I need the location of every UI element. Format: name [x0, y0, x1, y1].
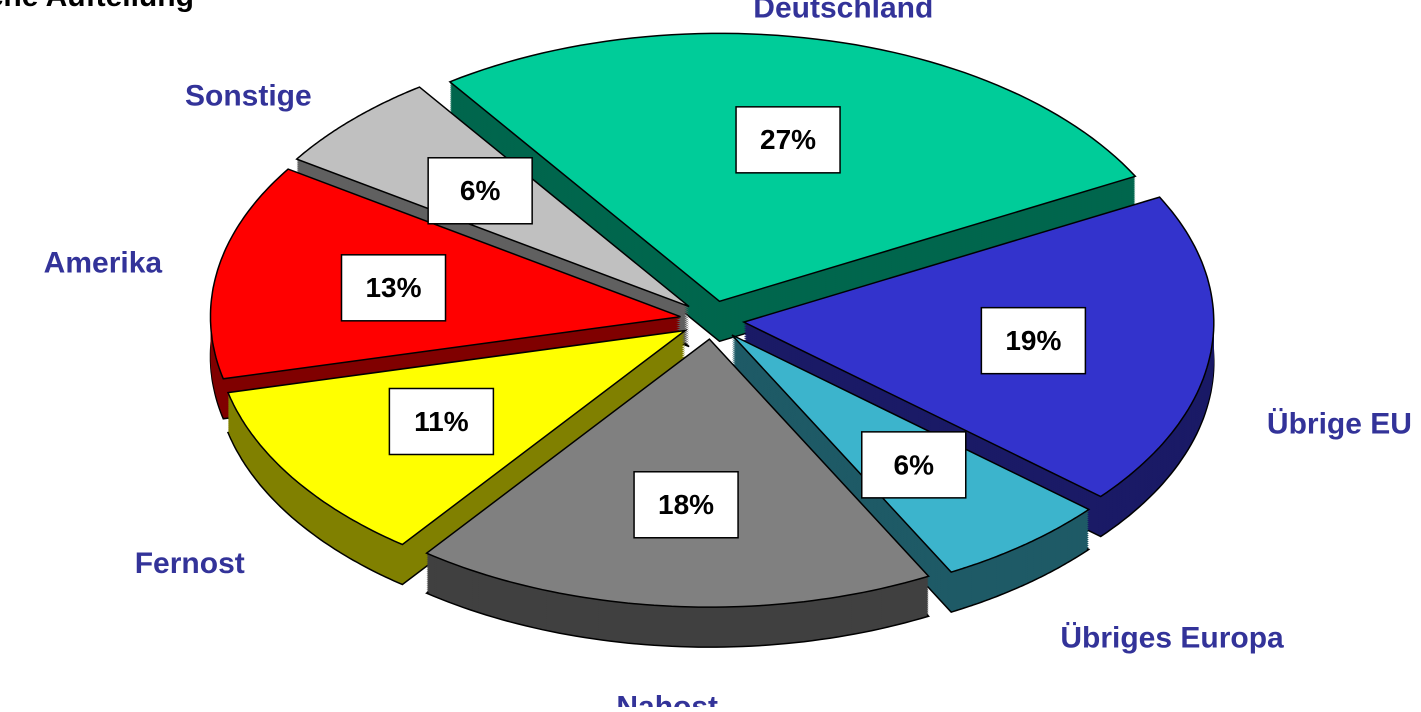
- category-label: Amerika: [44, 246, 163, 279]
- category-label: Übrige EU: [1267, 408, 1412, 441]
- value-label: 13%: [340, 254, 447, 322]
- value-label: 18%: [633, 471, 739, 539]
- value-label: 6%: [861, 431, 967, 499]
- value-label-text: 6%: [894, 449, 935, 480]
- category-label: Sonstige: [185, 79, 312, 112]
- chart-title: sche Aufteilung: [0, 0, 194, 13]
- value-label: 6%: [427, 157, 533, 225]
- value-label-text: 18%: [658, 489, 714, 520]
- category-label: Deutschland: [753, 0, 933, 25]
- category-label: Übriges Europa: [1060, 622, 1284, 655]
- value-label-text: 13%: [365, 272, 421, 303]
- value-label-text: 19%: [1005, 325, 1061, 356]
- value-label-box: [735, 106, 841, 174]
- value-label-box: [388, 387, 495, 456]
- value-label-box: [427, 157, 533, 225]
- category-label: Nahost: [616, 690, 718, 707]
- value-label-box: [861, 431, 967, 499]
- value-label-text: 6%: [460, 175, 501, 206]
- value-label-box: [633, 471, 739, 539]
- value-label: 27%: [735, 106, 841, 174]
- slice: [741, 196, 1215, 498]
- category-label: Fernost: [135, 547, 245, 580]
- value-label-box: [980, 306, 1087, 375]
- value-label: 19%: [980, 306, 1087, 375]
- value-label: 11%: [388, 387, 495, 456]
- value-label-box: [340, 254, 447, 322]
- value-label-text: 27%: [760, 124, 816, 155]
- value-label-text: 11%: [414, 406, 469, 437]
